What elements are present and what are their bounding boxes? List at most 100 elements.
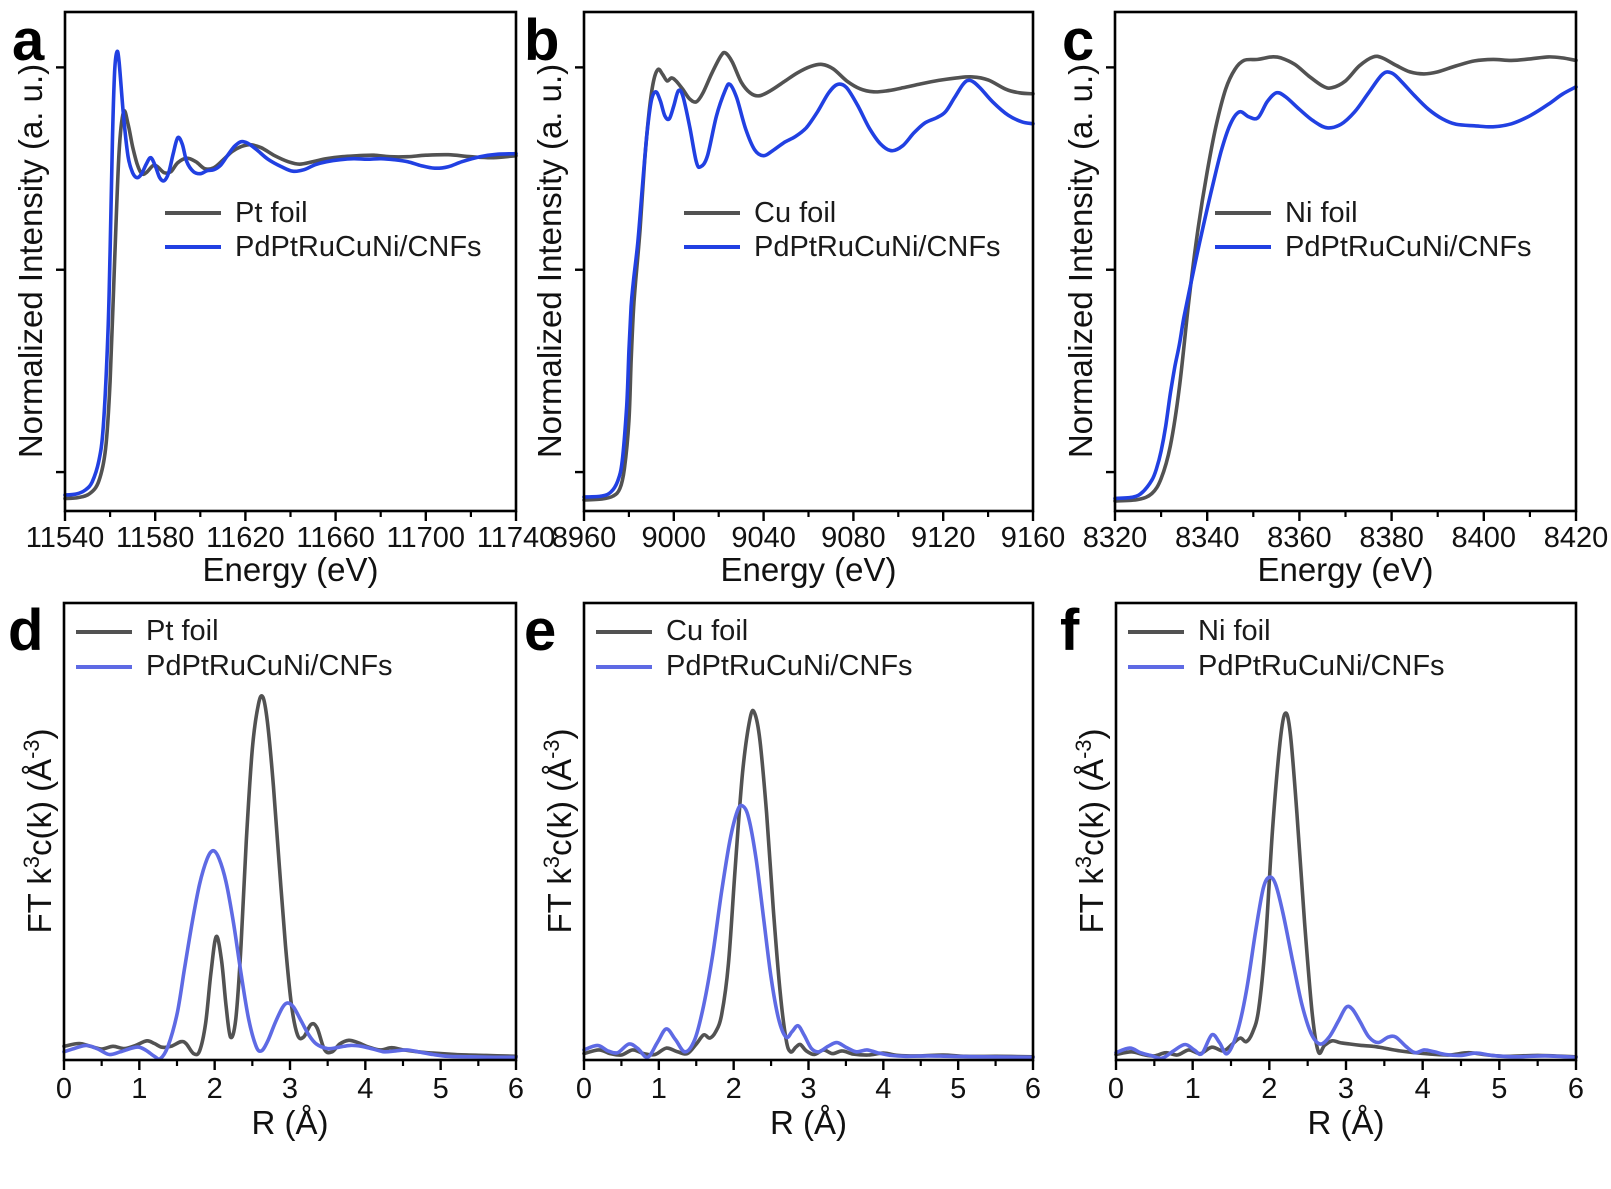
- curve-sample: [582, 78, 1035, 499]
- legend-e: Cu foil PdPtRuCuNi/CNFs: [596, 614, 913, 684]
- y-axis-label-c: Normalized Intensity (a. u.): [1062, 63, 1099, 459]
- x-tick-label: 8420: [1544, 522, 1609, 554]
- legend-entry: PdPtRuCuNi/CNFs: [165, 230, 482, 264]
- plot-d: 0 1 2 3 4 5 6: [56, 601, 524, 1105]
- x-tick-label: 11580: [116, 522, 195, 554]
- y-axis-ticks: [575, 66, 584, 474]
- legend-entry: Pt foil: [165, 196, 482, 230]
- legend-entry: Ni foil: [1128, 614, 1445, 649]
- curve-foil: [63, 108, 518, 501]
- legend-a: Pt foil PdPtRuCuNi/CNFs: [165, 196, 482, 264]
- panel-b: 8960 9000 9040 9080 9120 9160 Normalized Inte…: [531, 0, 1074, 600]
- curve-sample: [582, 803, 1035, 1060]
- legend-label: PdPtRuCuNi/CNFs: [1198, 650, 1445, 682]
- legend-label: Pt foil: [235, 196, 308, 229]
- legend-swatch-foil: [1215, 211, 1271, 215]
- x-axis-ticks: 0 1 2 3 4 5 6: [56, 1060, 524, 1105]
- legend-swatch-foil: [684, 211, 740, 215]
- curves: [1114, 711, 1578, 1061]
- legend-swatch-sample: [1215, 245, 1271, 249]
- x-tick-label: 6: [1025, 1073, 1041, 1105]
- panel-a: 11540 11580 11620 11660 11700 11740 Normalize…: [0, 0, 555, 600]
- curve-foil: [582, 708, 1035, 1059]
- x-tick-label: 11700: [387, 522, 466, 554]
- legend-swatch-foil: [165, 211, 221, 215]
- y-axis-label-d: FT k3c(k) (Å-3): [19, 728, 58, 934]
- x-tick-label: 4: [875, 1073, 891, 1105]
- x-tick-label: 0: [56, 1073, 72, 1105]
- x-tick-label: 2: [207, 1073, 223, 1105]
- legend-entry: Cu foil: [596, 614, 913, 649]
- y-axis-ticks: [56, 66, 65, 474]
- x-tick-label: 11740: [477, 522, 556, 554]
- x-tick-label: 5: [433, 1073, 449, 1105]
- legend-swatch-sample: [165, 245, 221, 249]
- x-tick-label: 8960: [552, 522, 617, 554]
- legend-swatch-sample: [1128, 664, 1184, 669]
- y-axis-label-a: Normalized Intensity (a. u.): [12, 63, 49, 459]
- plot-a: 11540 11580 11620 11660 11700 11740: [26, 10, 555, 554]
- legend-entry: PdPtRuCuNi/CNFs: [1215, 230, 1532, 264]
- x-tick-label: 2: [726, 1073, 742, 1105]
- legend-f: Ni foil PdPtRuCuNi/CNFs: [1128, 614, 1445, 684]
- panel-letter-f: f: [1060, 598, 1080, 663]
- x-tick-label: 8380: [1359, 522, 1424, 554]
- legend-entry: PdPtRuCuNi/CNFs: [684, 230, 1001, 264]
- x-axis-label-a: Energy (eV): [202, 551, 379, 588]
- curve-sample: [1113, 70, 1578, 501]
- x-axis-label-d: R (Å): [251, 1104, 329, 1141]
- x-tick-label: 9120: [911, 522, 976, 554]
- curves: [582, 50, 1035, 502]
- curve-foil: [1113, 54, 1578, 503]
- x-tick-label: 3: [800, 1073, 816, 1105]
- curves: [63, 49, 518, 501]
- curve-sample: [62, 848, 518, 1061]
- panel-d: 0 1 2 3 4 5 6 FT k3c(k) (Å-3) R (Å) Pt foil Pd…: [0, 600, 550, 1189]
- x-tick-label: 5: [950, 1073, 966, 1105]
- legend-c: Ni foil PdPtRuCuNi/CNFs: [1215, 196, 1532, 264]
- legend-label: Pt foil: [146, 615, 219, 647]
- x-tick-label: 11660: [296, 522, 375, 554]
- panel-letter-c: c: [1062, 8, 1095, 73]
- x-axis-label-e: R (Å): [770, 1104, 847, 1141]
- x-tick-label: 9000: [642, 522, 707, 554]
- curves: [62, 694, 518, 1061]
- legend-label: Cu foil: [666, 615, 749, 647]
- x-axis-label-b: Energy (eV): [720, 551, 897, 588]
- legend-label: PdPtRuCuNi/CNFs: [754, 230, 1001, 263]
- curve-foil: [582, 50, 1035, 502]
- panel-letter-d: d: [8, 598, 44, 663]
- x-tick-label: 1: [1185, 1073, 1201, 1105]
- x-tick-label: 1: [651, 1073, 667, 1105]
- legend-entry: Cu foil: [684, 196, 1001, 230]
- x-tick-label: 3: [1338, 1073, 1354, 1105]
- x-tick-label: 0: [1108, 1073, 1124, 1105]
- x-tick-label: 8360: [1267, 522, 1332, 554]
- panel-e: 0 1 2 3 4 5 6 FT k3c(k) (Å-3) R (Å) Cu foil Pd…: [539, 600, 1074, 1189]
- legend-b: Cu foil PdPtRuCuNi/CNFs: [684, 196, 1001, 264]
- legend-swatch-sample: [76, 664, 132, 669]
- x-axis-ticks: 11540 11580 11620 11660 11700 11740: [26, 511, 556, 554]
- legend-label: PdPtRuCuNi/CNFs: [666, 650, 913, 682]
- x-tick-label: 9040: [731, 522, 796, 554]
- legend-label: Ni foil: [1285, 196, 1358, 229]
- x-axis-ticks: 8320 8340 8360 8380 8400 8420: [1083, 511, 1609, 554]
- legend-d: Pt foil PdPtRuCuNi/CNFs: [76, 614, 393, 684]
- x-tick-label: 1: [131, 1073, 147, 1105]
- curve-sample: [1114, 875, 1578, 1061]
- curves: [1113, 54, 1578, 503]
- x-tick-label: 8400: [1452, 522, 1517, 554]
- x-tick-label: 11540: [26, 522, 105, 554]
- plot-b: 8960 9000 9040 9080 9120 9160: [552, 10, 1066, 554]
- x-axis-ticks: 0 1 2 3 4 5 6: [576, 1060, 1041, 1105]
- panel-f: 0 1 2 3 4 5 6 FT k3c(k) (Å-3) R (Å) Ni foil Pd…: [1071, 600, 1611, 1189]
- legend-swatch-foil: [1128, 629, 1184, 634]
- x-tick-label: 8340: [1175, 522, 1240, 554]
- legend-label: PdPtRuCuNi/CNFs: [1285, 230, 1532, 263]
- x-tick-label: 9160: [1001, 522, 1066, 554]
- x-axis-label-f: R (Å): [1307, 1104, 1385, 1141]
- legend-label: Cu foil: [754, 196, 837, 229]
- legend-swatch-sample: [596, 664, 652, 669]
- x-tick-label: 6: [508, 1073, 524, 1105]
